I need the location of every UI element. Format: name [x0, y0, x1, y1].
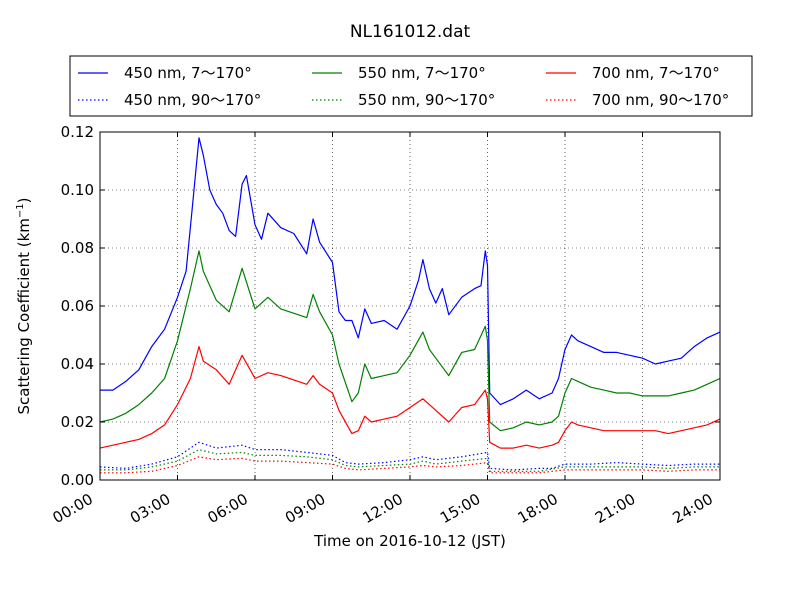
legend-label: 550 nm, 90～170°	[358, 91, 495, 109]
x-tick-label: 15:00	[437, 490, 483, 527]
legend-label: 450 nm, 90～170°	[124, 91, 261, 109]
y-tick-label: 0.12	[61, 123, 94, 141]
y-axis-label-superscript: −1	[15, 203, 26, 218]
legend: 450 nm, 7～170° 550 nm, 7～170° 700 nm, 7～17…	[69, 55, 753, 117]
y-tick-label: 0.00	[61, 471, 94, 489]
series-line-2	[99, 250, 721, 432]
legend-label: 450 nm, 7～170°	[124, 64, 252, 82]
x-tick-label: 06:00	[205, 490, 251, 527]
tick-layer	[99, 131, 721, 481]
series-line-4	[99, 346, 721, 449]
legend-frame	[69, 55, 753, 117]
y-axis-label-main: Scattering Coefficient (km	[15, 218, 33, 414]
x-tick-label: 00:00	[50, 490, 96, 527]
y-tick-label: 0.04	[61, 355, 94, 373]
x-tick-label: 12:00	[360, 490, 406, 527]
x-axis-label: Time on 2016-10-12 (JST)	[313, 532, 506, 550]
x-tick-label: 21:00	[592, 490, 638, 527]
legend-label: 700 nm, 7～170°	[592, 64, 720, 82]
series-line-1	[99, 441, 720, 471]
y-tick-label: 0.08	[61, 239, 94, 257]
chart-title: NL161012.dat	[350, 22, 471, 42]
plot-area	[99, 131, 721, 481]
x-tick-label: 18:00	[515, 490, 561, 527]
series-line-0	[100, 137, 721, 406]
y-tick-label: 0.06	[61, 297, 94, 315]
y-tick-label: 0.10	[61, 181, 94, 199]
x-tick-label: 24:00	[670, 490, 716, 527]
x-tick-label: 09:00	[282, 490, 328, 527]
x-tick-label: 03:00	[127, 490, 173, 527]
y-axis-label: Scattering Coefficient (km−1)	[15, 197, 33, 414]
series-line-5	[100, 456, 720, 474]
legend-label: 550 nm, 7～170°	[358, 64, 486, 82]
series-layer	[99, 137, 721, 474]
legend-label: 700 nm, 90～170°	[592, 91, 729, 109]
series-line-3	[100, 449, 720, 472]
y-tick-label: 0.02	[61, 413, 94, 431]
y-axis-label-close: )	[15, 197, 33, 203]
